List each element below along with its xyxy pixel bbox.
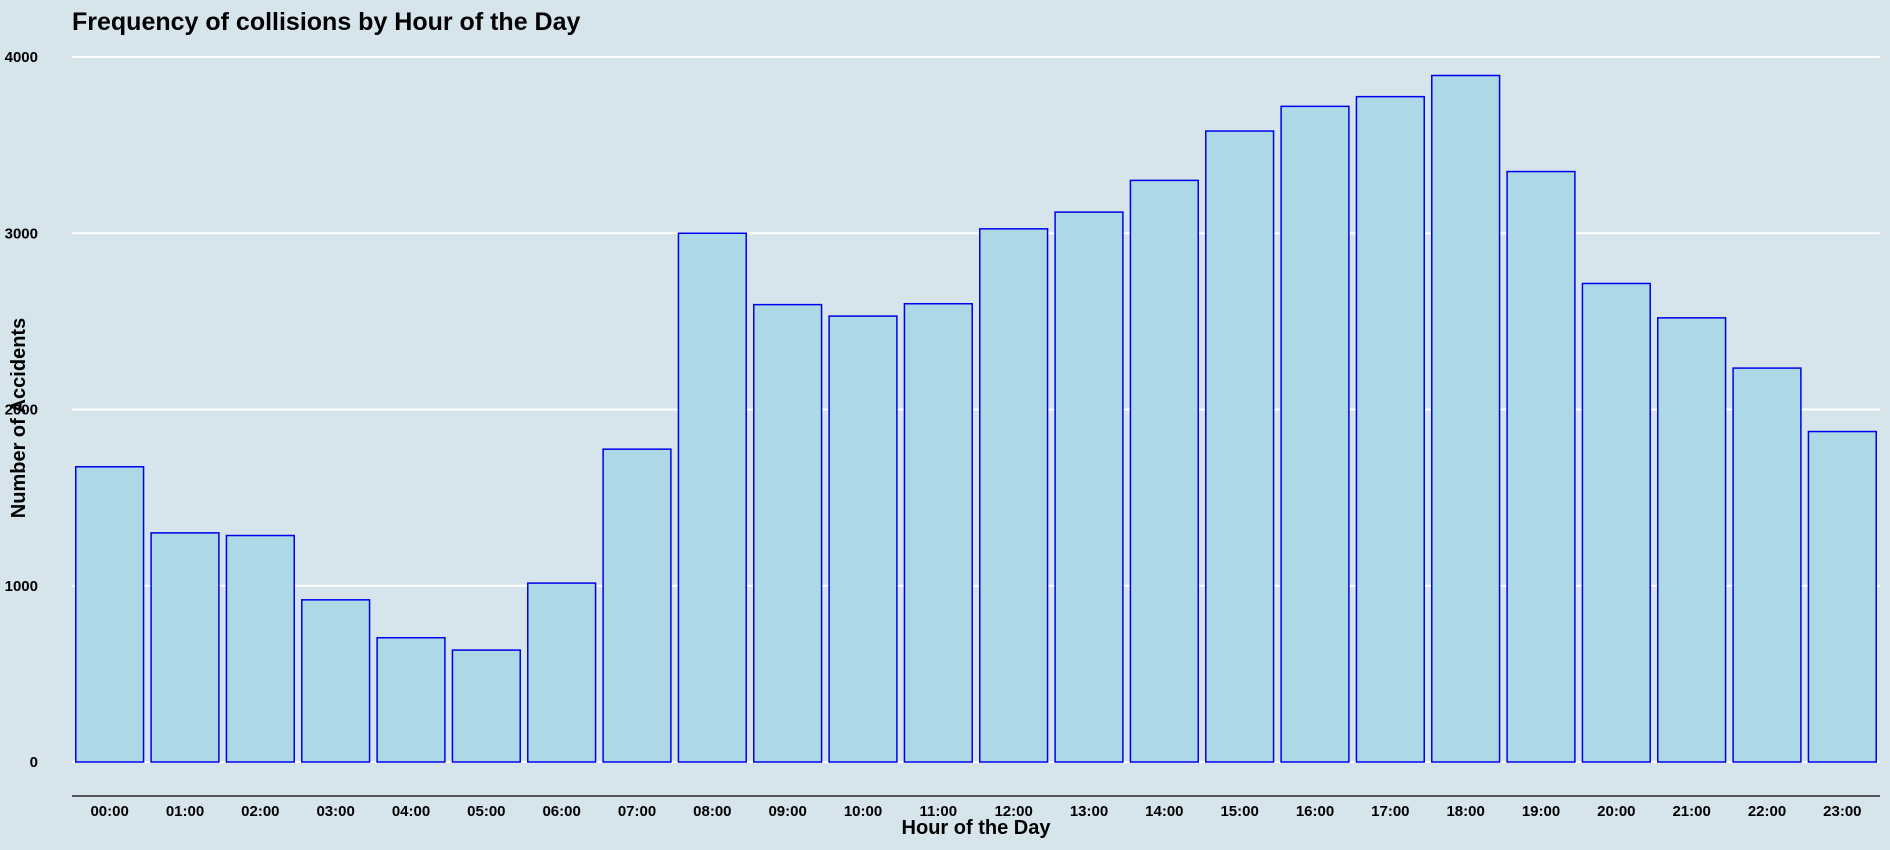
bar-0100 [150,532,220,763]
x-tick-label: 19:00 [1522,803,1560,820]
x-tick-label: 12:00 [994,803,1032,820]
x-tick-label: 02:00 [241,803,279,820]
bar-0400 [376,636,446,763]
bar-0800 [677,232,747,763]
bar-1100 [903,303,973,763]
x-tick-label: 05:00 [467,803,505,820]
bar-1300 [1054,211,1124,763]
bar-0000 [75,466,145,763]
x-tick-label: 11:00 [920,803,958,820]
y-tick-label: 0 [30,754,38,771]
x-tick-label: 17:00 [1371,803,1409,820]
x-tick-label: 16:00 [1296,803,1334,820]
bar-0600 [527,582,597,763]
x-tick-label: 06:00 [542,803,580,820]
bar-2000 [1581,282,1651,763]
x-tick-labels: 00:00 01:00 02:00 03:00 04:00 05:00 06:00 07:00… [90,803,1861,820]
bar-1000 [828,315,898,763]
x-tick-label: 01:00 [166,803,204,820]
x-tick-label: 13:00 [1070,803,1108,820]
x-tick-label: 14:00 [1145,803,1183,820]
x-tick-label: 00:00 [90,803,128,820]
chart-title: Frequency of collisions by Hour of the D… [72,8,581,36]
x-tick-label: 07:00 [618,803,656,820]
x-tick-label: 03:00 [316,803,354,820]
x-tick-label: 20:00 [1597,803,1635,820]
bar-1800 [1431,74,1501,763]
y-tick-label: 3000 [5,225,38,242]
bars [75,74,1877,763]
bar-2300 [1807,430,1877,763]
gridlines [72,56,1880,763]
bar-0900 [753,303,823,763]
bar-0700 [602,448,672,763]
y-tick-label: 4000 [5,49,38,66]
y-axis-label: Number of Accidents [8,318,30,518]
bar-0500 [451,649,521,763]
bar-1600 [1280,105,1350,763]
bar-0200 [225,534,295,763]
bar-1900 [1506,170,1576,763]
bar-0300 [301,599,371,763]
x-tick-label: 21:00 [1672,803,1710,820]
bar-1500 [1205,130,1275,763]
bar-1400 [1129,179,1199,763]
x-tick-label: 08:00 [693,803,731,820]
x-tick-label: 04:00 [392,803,430,820]
x-tick-label: 09:00 [768,803,806,820]
x-tick-label: 15:00 [1220,803,1258,820]
bar-2200 [1732,367,1802,763]
x-tick-label: 22:00 [1748,803,1786,820]
y-tick-label: 1000 [5,578,38,595]
x-axis-label: Hour of the Day [902,817,1052,839]
x-tick-label: 18:00 [1446,803,1484,820]
bar-1200 [979,228,1049,763]
x-tick-label: 10:00 [844,803,882,820]
bar-2100 [1657,317,1727,763]
x-tick-label: 23:00 [1823,803,1861,820]
y-tick-labels: 0 1000 2000 3000 4000 [5,49,38,771]
bar-1700 [1355,95,1425,763]
y-tick-label: 2000 [5,402,38,419]
